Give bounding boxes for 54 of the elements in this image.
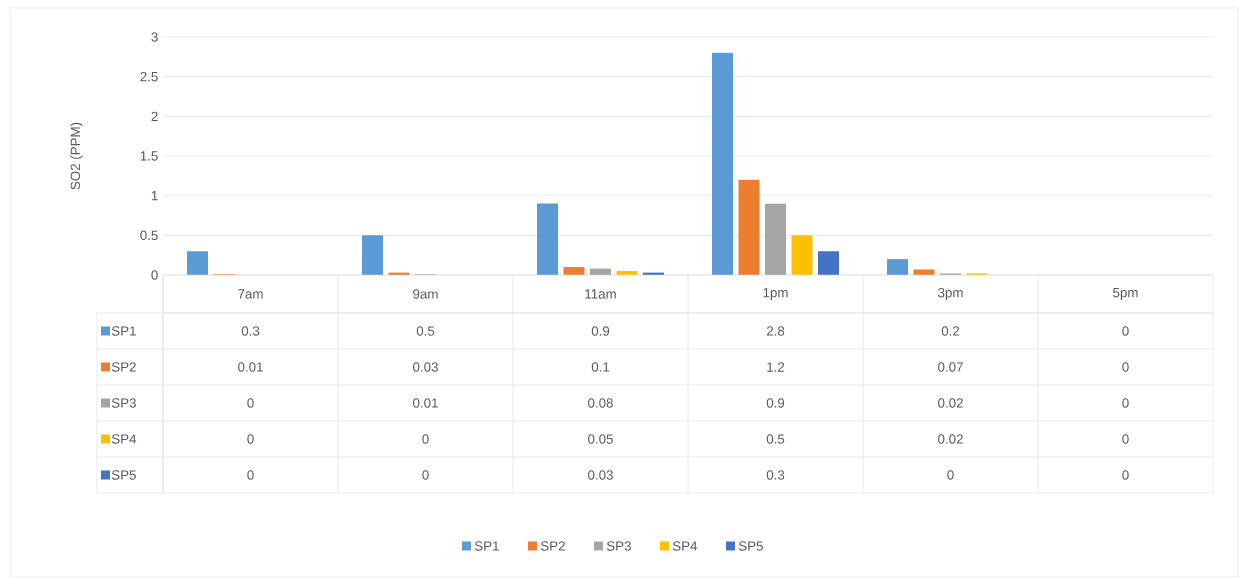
data-label: 0 [947, 470, 954, 480]
data-label: 0 [1122, 326, 1129, 336]
text: SP2 [540, 541, 565, 551]
data-label: 0.1 [591, 362, 610, 372]
y-tick-label: 2.5 [140, 71, 158, 82]
y-tick-label: 2 [151, 111, 158, 121]
y-tick-label: 1.5 [140, 151, 158, 161]
data-label: 0.3 [241, 326, 260, 336]
data-label: 0.9 [766, 398, 785, 408]
x-tick-label: 9am [413, 289, 438, 299]
data-label: 0.9 [591, 326, 610, 336]
data-label: 0 [1122, 470, 1129, 480]
data-label: 0.05 [588, 434, 613, 444]
data-label: 0 [247, 398, 254, 408]
data-label: 2.8 [766, 326, 785, 336]
data-label: 0.02 [938, 398, 963, 408]
x-tick-label: 5pm [1113, 288, 1138, 300]
data-label: 0.3 [766, 470, 785, 480]
data-label: 0 [1122, 434, 1129, 444]
data-label: 0 [247, 434, 254, 444]
y-tick-label: 1 [151, 191, 158, 201]
legend-label: SP2 [111, 362, 136, 372]
legend-label: SP5 [738, 541, 763, 551]
data-label: 0.02 [938, 434, 963, 444]
legend-label: SP1 [111, 326, 136, 336]
x-tick-label: 11am [585, 289, 616, 299]
data-label: 0 [1122, 398, 1129, 408]
data-label: 0 [247, 470, 254, 480]
data-label: 0.08 [588, 398, 613, 408]
data-label: 0.2 [941, 326, 960, 336]
x-tick-label: 3pm [938, 287, 963, 301]
data-label: 0.07 [938, 362, 963, 372]
legend-label: SP4 [672, 541, 698, 551]
data-label: 0 [422, 470, 429, 480]
legend-label: SP3 [606, 541, 631, 551]
data-label: 0.03 [413, 362, 438, 372]
y-tick-label: 0.5 [140, 230, 158, 241]
text: SP3 [111, 398, 136, 408]
data-label: 0.5 [766, 434, 785, 444]
data-label: 0.01 [238, 362, 263, 372]
data-label: 0 [422, 434, 429, 444]
text: SP5 [111, 470, 136, 480]
y-axis-title: SO2 (PPM) [70, 122, 83, 190]
data-label: 0.01 [413, 398, 438, 408]
x-tick-label: 7am [238, 289, 263, 299]
y-tick-label: 0 [151, 270, 158, 280]
text: SP1 [474, 541, 499, 551]
data-label: 0 [1122, 362, 1129, 372]
y-tick-label: 3 [151, 32, 158, 42]
data-label: 0.5 [416, 326, 435, 336]
data-label: 1.2 [767, 362, 785, 372]
data-label: 0.03 [588, 470, 613, 480]
text: SP4 [111, 434, 137, 444]
x-tick-label: 1pm [763, 288, 788, 300]
